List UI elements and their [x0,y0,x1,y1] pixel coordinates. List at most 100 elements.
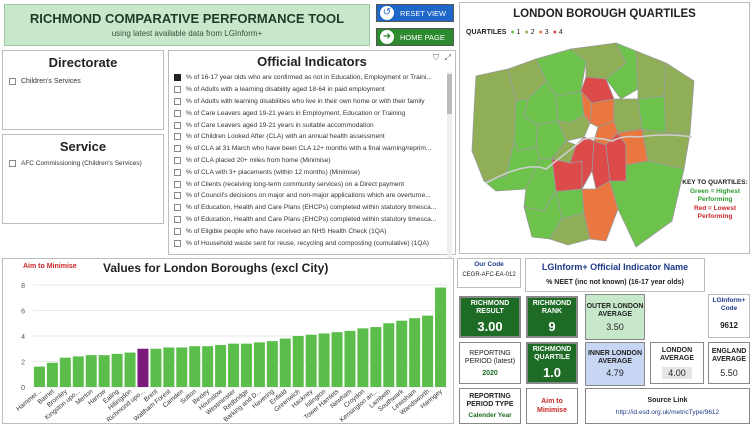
indicator-item[interactable]: % of Adults with a learning disability a… [174,84,448,96]
bar[interactable] [383,323,395,387]
checkbox[interactable] [174,227,181,235]
bar[interactable] [176,347,188,387]
bar[interactable] [331,332,343,387]
checkbox[interactable] [174,156,181,164]
london-map[interactable] [466,41,696,251]
indicator-item[interactable]: % of 16-17 year olds who are confirmed a… [174,72,448,84]
checkbox[interactable] [174,74,181,82]
london-average-value: 4.00 [662,367,692,379]
expand-icon[interactable]: ⤢ [444,53,451,62]
legend-label: 1 [514,29,521,36]
bar[interactable] [163,347,175,387]
bar[interactable] [215,344,227,387]
directorate-panel: Directorate Children's Services [2,50,164,130]
bar[interactable] [435,287,447,387]
bar[interactable] [150,348,162,387]
directorate-title: Directorate [48,55,118,70]
filter-icon[interactable]: ⛉ [433,53,439,62]
checkbox[interactable] [174,109,181,117]
bar[interactable] [72,356,84,387]
bar[interactable] [202,346,214,387]
source-link-url[interactable]: http://id.esd.org.uk/metricType/9612 [615,408,720,416]
bar[interactable] [189,346,201,387]
bar[interactable] [370,327,382,387]
checkbox[interactable] [9,78,16,85]
river-thames [485,134,693,184]
bar[interactable] [228,343,240,387]
our-code-value: CEGR-AFC-EA-012 [462,272,516,278]
england-average-value: 5.50 [720,368,738,378]
indicator-name-label: LGInform+ Official Indicator Name [541,262,689,272]
inner-london-label: INNER LONDON AVERAGE [587,350,643,365]
bar[interactable] [396,320,408,387]
indicator-item[interactable]: % of Care Leavers aged 19-21 years in Em… [174,107,448,119]
indicator-item[interactable]: % of Council's decisions on major and no… [174,190,448,202]
indicator-item-label: % of CLA with 3+ placements (within 12 m… [186,168,360,176]
reset-view-button[interactable]: ↺ RESET VIEW [376,4,454,22]
checkbox[interactable] [174,215,181,223]
inner-london-value: 4.79 [606,368,624,378]
checkbox[interactable] [174,192,181,200]
indicator-item[interactable]: % of Education, Health and Care Plans (E… [174,214,448,226]
indicator-item[interactable]: % of Household waste sent for reuse, rec… [174,237,448,249]
bar[interactable] [279,338,291,387]
checkbox[interactable] [174,133,181,141]
bar[interactable] [253,342,265,387]
indicator-item[interactable]: % of Clients (receiving long-term commun… [174,178,448,190]
indicator-item-label: % of Education, Health and Care Plans (E… [186,204,437,212]
indicator-item[interactable]: % of Education, Health and Care Plans (E… [174,202,448,214]
indicator-item[interactable]: % of Care Leavers aged 19-21 years in su… [174,119,448,131]
checkbox[interactable] [174,204,181,212]
checkbox[interactable] [9,160,16,167]
bar[interactable] [357,328,369,387]
checkbox[interactable] [174,239,181,247]
home-page-button[interactable]: ➜ HOME PAGE [376,28,454,46]
y-tick-label: 0 [21,385,25,392]
bar[interactable] [422,315,434,387]
bar[interactable] [137,348,149,387]
our-code-label: Our Code [474,261,504,268]
checkbox[interactable] [174,86,181,94]
checkbox[interactable] [174,180,181,188]
bar[interactable] [266,341,278,387]
indicator-item-label: % of Children Looked After (CLA) with an… [186,133,385,141]
source-link-card[interactable]: Source Link http://id.esd.org.uk/metricT… [585,388,750,424]
bar[interactable] [409,318,421,387]
indicator-item[interactable]: % of Initial Child Protection Conference… [174,249,448,250]
checkbox[interactable] [174,145,181,153]
indicator-item[interactable]: % of Eligible people who have received a… [174,225,448,237]
indicator-item[interactable]: % of CLA at 31 March who have been CLA 1… [174,143,448,155]
bar[interactable] [305,334,317,387]
bar[interactable] [98,355,110,387]
bar[interactable] [85,355,97,387]
bar[interactable] [318,333,330,387]
checkbox[interactable] [174,168,181,176]
borough-newham [613,98,643,134]
service-option[interactable]: AFC Commissioning (Children's Services) [9,160,163,167]
indicator-item-label: % of Clients (receiving long-term commun… [186,180,405,188]
borough-hounslow [483,139,541,192]
bar[interactable] [111,353,123,387]
bar[interactable] [124,352,136,387]
england-average-card: ENGLAND AVERAGE 5.50 [708,342,750,384]
bar[interactable] [344,330,356,387]
checkbox[interactable] [174,121,181,129]
bar[interactable] [292,336,304,387]
richmond-rank-card: RICHMOND RANK 9 [526,296,578,338]
indicator-item[interactable]: % of CLA with 3+ placements (within 12 m… [174,166,448,178]
bar[interactable] [33,366,45,387]
checkbox[interactable] [174,97,181,105]
indicator-item-label: % of Care Leavers aged 19-21 years in su… [186,121,374,129]
aim-badge: Aim to Minimise [23,263,77,270]
scrollbar[interactable] [447,72,452,265]
bar[interactable] [240,343,252,387]
indicator-item[interactable]: % of Children Looked After (CLA) with an… [174,131,448,143]
directorate-option[interactable]: Children's Services [9,78,163,85]
legend-label: 4 [556,29,563,36]
richmond-quartile-label: RICHMOND QUARTILE [532,346,572,361]
bar[interactable] [46,362,58,387]
bar[interactable] [59,357,71,387]
indicator-item[interactable]: % of Adults with learning disabilities w… [174,96,448,108]
indicator-item[interactable]: % of CLA placed 20+ miles from home (Min… [174,155,448,167]
